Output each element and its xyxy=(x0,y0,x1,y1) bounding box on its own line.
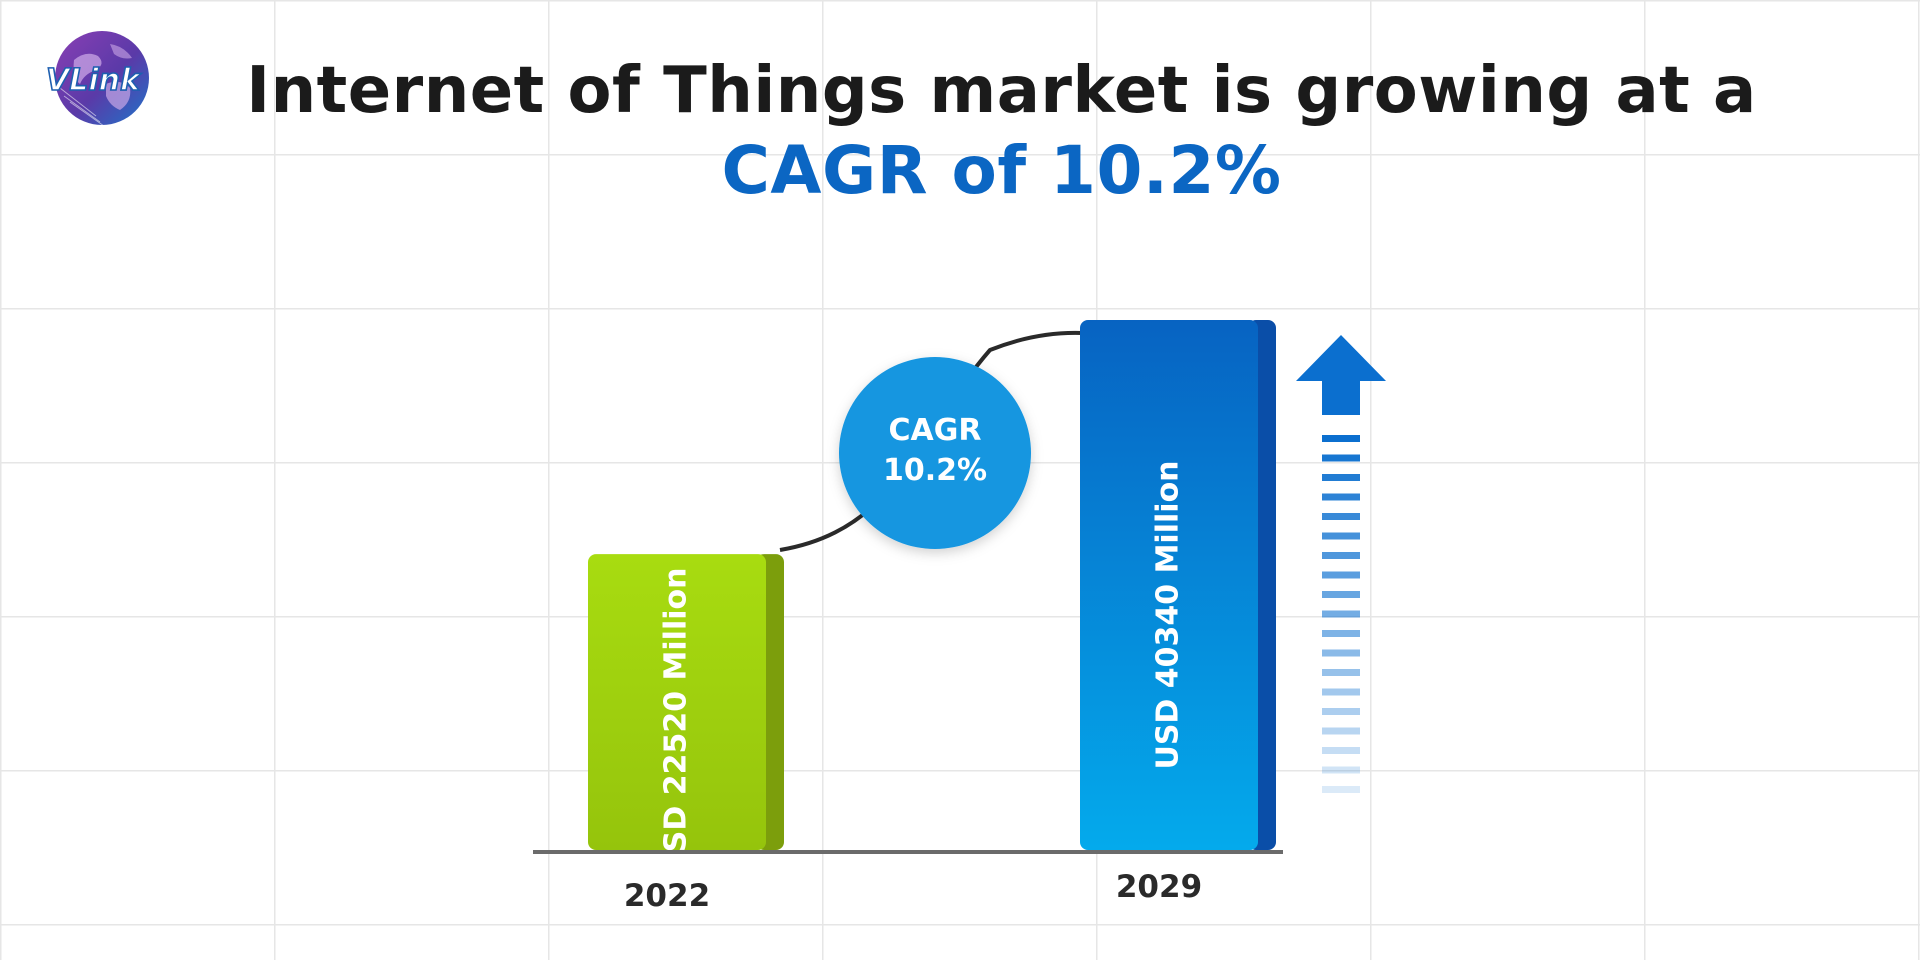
arrow-dash xyxy=(1322,610,1360,618)
arrow-dash xyxy=(1322,688,1360,696)
arrow-dash xyxy=(1322,571,1360,579)
arrow-dash xyxy=(1322,649,1360,657)
growth-arrow-icon xyxy=(1296,335,1386,793)
arrow-dash xyxy=(1322,474,1360,481)
cagr-badge-line-1: CAGR xyxy=(889,413,982,448)
x-tick-label-2029: 2029 xyxy=(1116,869,1202,905)
cagr-badge: CAGR 10.2% xyxy=(839,357,1031,549)
arrow-dash xyxy=(1322,747,1360,754)
vlink-logo: VLink xyxy=(40,26,190,130)
arrow-dash xyxy=(1322,454,1360,462)
arrow-dash xyxy=(1322,630,1360,637)
title-line-1: Internet of Things market is growing at … xyxy=(246,54,1757,128)
arrow-dash xyxy=(1322,766,1360,774)
arrow-dash xyxy=(1322,727,1360,735)
x-tick-label-2022: 2022 xyxy=(624,878,710,914)
arrow-dash xyxy=(1322,591,1360,598)
logo-text: VLink xyxy=(46,63,142,98)
bar-front-2022 xyxy=(588,554,766,850)
cagr-badge-line-2: 10.2% xyxy=(883,453,987,488)
globe-logo-icon: VLink xyxy=(45,31,149,127)
arrow-dash xyxy=(1322,552,1360,559)
arrow-dash xyxy=(1322,532,1360,540)
arrow-dash xyxy=(1322,493,1360,501)
title-line-2: CAGR of 10.2% xyxy=(721,132,1282,209)
arrow-dash xyxy=(1322,513,1360,520)
cagr-badge-circle xyxy=(839,357,1031,549)
arrow-dash xyxy=(1322,435,1360,442)
bar-2029: USD 40340 Million 2029 xyxy=(1080,320,1276,905)
arrow-dash xyxy=(1322,669,1360,676)
bar-front-2029 xyxy=(1080,320,1258,850)
bar-value-label-2029: USD 40340 Million xyxy=(1151,460,1186,769)
arrow-dash xyxy=(1322,708,1360,715)
bar-value-label-2022: USD 22520 Million xyxy=(659,568,694,877)
arrow-dash xyxy=(1322,786,1360,793)
